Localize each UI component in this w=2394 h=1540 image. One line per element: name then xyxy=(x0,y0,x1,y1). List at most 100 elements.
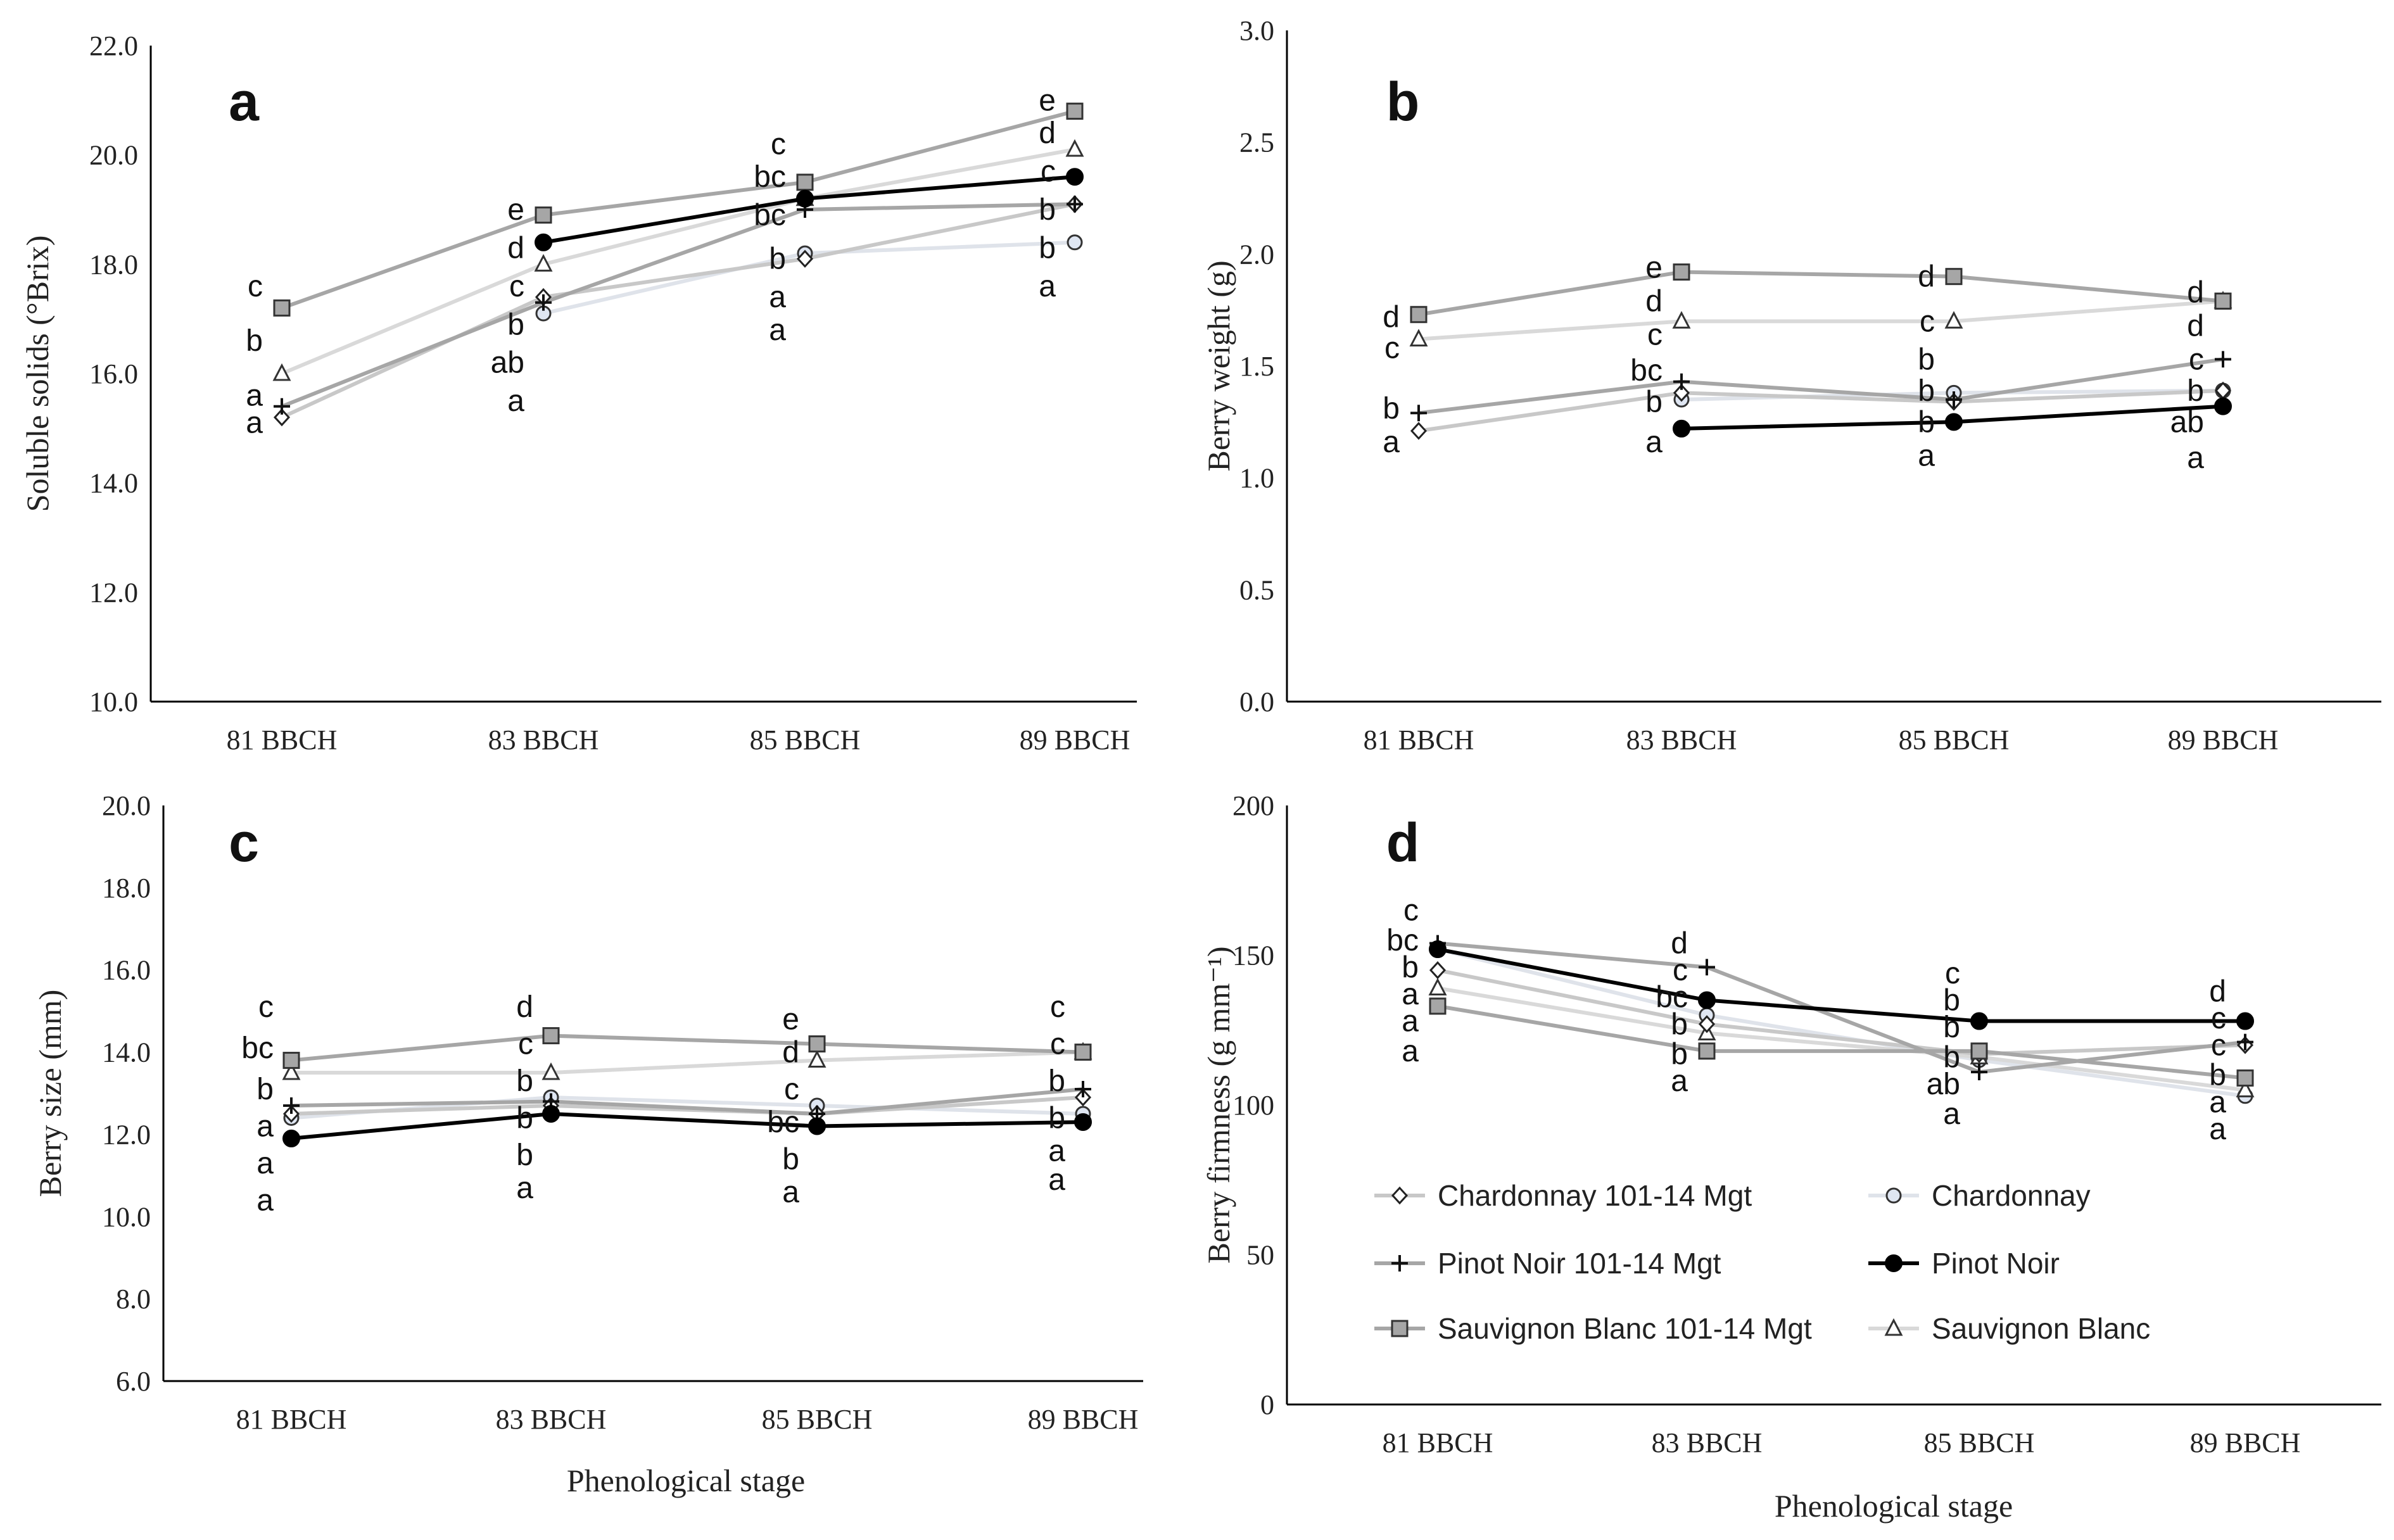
x-tick-label: 81 BBCH xyxy=(236,1404,347,1435)
data-point-pn xyxy=(535,233,552,251)
data-point-pn_mgt xyxy=(2215,351,2231,368)
panel-letter: d xyxy=(1386,812,1420,873)
significance-letter: ab xyxy=(491,346,524,380)
significance-letter: b xyxy=(1048,1101,1065,1135)
significance-letter: a xyxy=(256,1183,274,1217)
significance-letter: e xyxy=(1039,84,1056,117)
significance-letter: a xyxy=(507,384,524,418)
legend-marker-ch xyxy=(1885,1187,1902,1204)
legend: Chardonnay 101-14 Mgt Chardonnay Pinot Noi… xyxy=(1374,1179,2150,1345)
panel-a: 10.0 12.0 14.0 16.0 18.0 20.0 22.0 81 BBCH 83 BB… xyxy=(20,30,1137,755)
y-axis-title: Berry weight (g) xyxy=(1201,260,1236,471)
data-point-ch_mgt xyxy=(1410,422,1428,440)
significance-letter: a xyxy=(246,407,263,440)
significance-letter: a xyxy=(2209,1085,2226,1119)
significance-letter: a xyxy=(1383,426,1400,459)
data-point-sb_mgt xyxy=(542,1027,560,1045)
significance-letter: d xyxy=(2209,975,2226,1008)
data-point-pn xyxy=(1074,1113,1092,1131)
y-tick-label: 1.5 xyxy=(1239,351,1274,382)
significance-letter: a xyxy=(2187,441,2204,475)
significance-letter: b xyxy=(516,1139,533,1172)
y-tick-label: 3.0 xyxy=(1239,15,1274,46)
series-line-pn_mgt xyxy=(1418,357,2224,415)
significance-letter: a xyxy=(1039,270,1056,303)
significance-letter: a xyxy=(769,281,786,314)
significance-letter: c xyxy=(1050,990,1065,1024)
significance-letter: a xyxy=(769,313,786,347)
significance-letter: a xyxy=(246,379,263,413)
legend-marker-pn xyxy=(1885,1254,1903,1272)
significance-letter: d xyxy=(2187,275,2204,309)
data-point-ch xyxy=(1067,234,1083,251)
significance-letter: b xyxy=(1918,374,1935,408)
series-line-ch_mgt xyxy=(1437,968,2246,1056)
x-tick-label: 81 BBCH xyxy=(1364,724,1474,755)
data-point-pn_mgt xyxy=(2237,1033,2253,1051)
series-line-pn_mgt xyxy=(281,202,1075,408)
significance-letter: a xyxy=(1402,978,1419,1011)
x-tick-label: 89 BBCH xyxy=(1028,1404,1139,1435)
y-tick-label: 12.0 xyxy=(102,1119,151,1150)
data-point-sb_mgt xyxy=(808,1035,826,1053)
y-tick-label: 150 xyxy=(1232,940,1274,971)
x-tick-label: 85 BBCH xyxy=(750,724,861,755)
y-tick-label: 6.0 xyxy=(116,1366,151,1397)
y-tick-label: 12.0 xyxy=(89,577,138,608)
y-tick-label: 0 xyxy=(1260,1389,1274,1420)
y-tick-label: 200 xyxy=(1232,790,1274,821)
y-tick-label: 8.0 xyxy=(116,1284,151,1315)
data-point-sb xyxy=(1944,311,1963,329)
significance-letter: a xyxy=(2209,1113,2226,1146)
legend-label: Chardonnay xyxy=(1932,1179,2091,1212)
significance-letter: a xyxy=(256,1147,274,1180)
significance-letter: e xyxy=(507,193,524,227)
significance-letter: c xyxy=(784,1073,799,1106)
y-tick-label: 14.0 xyxy=(89,468,138,499)
y-tick-label: 0.0 xyxy=(1239,686,1274,717)
data-point-sb_mgt xyxy=(282,1052,300,1070)
significance-letter: b xyxy=(1039,231,1056,265)
data-point-pn xyxy=(542,1104,560,1123)
data-point-sb xyxy=(1409,329,1428,347)
x-axis-title: Phenological stage xyxy=(567,1463,805,1498)
data-point-pn xyxy=(1945,413,1963,431)
panel-letter: b xyxy=(1386,72,1420,132)
legend-marker-pn_mgt xyxy=(1391,1255,1408,1272)
data-point-sb xyxy=(534,254,553,272)
significance-letter: ab xyxy=(1927,1068,1960,1101)
x-tick-label: 83 BBCH xyxy=(488,724,599,755)
significance-letter: c xyxy=(1050,1028,1065,1061)
significance-letter: d xyxy=(516,990,533,1024)
significance-letter: a xyxy=(516,1171,533,1205)
data-point-sb_mgt xyxy=(1074,1044,1092,1061)
data-point-pn_mgt xyxy=(274,398,290,415)
y-tick-label: 20.0 xyxy=(102,790,151,821)
series-line-pn_mgt xyxy=(291,1087,1084,1116)
series-line-ch_mgt xyxy=(281,202,1075,419)
series-line-pn xyxy=(291,1111,1084,1140)
series-line-sb xyxy=(291,1050,1084,1075)
significance-letter: d xyxy=(782,1036,799,1070)
significance-letter: b xyxy=(1943,1011,1960,1044)
legend-item-pn: Pinot Noir xyxy=(1868,1247,2060,1280)
data-point-ch_mgt xyxy=(1429,961,1447,980)
significance-letter: b xyxy=(1943,1040,1960,1074)
significance-letter: b xyxy=(246,324,263,358)
y-tick-label: 18.0 xyxy=(89,249,138,280)
y-tick-label: 16.0 xyxy=(102,955,151,986)
x-tick-label: 89 BBCH xyxy=(1020,724,1130,755)
x-axis-title: Phenological stage xyxy=(1775,1488,2013,1524)
data-point-pn_mgt xyxy=(1410,405,1427,422)
series-line-sb xyxy=(281,148,1075,376)
x-tick-label: 81 BBCH xyxy=(227,724,338,755)
significance-letter: b xyxy=(1671,1007,1688,1041)
legend-label: Sauvignon Blanc xyxy=(1932,1312,2150,1345)
data-point-sb_mgt xyxy=(796,174,814,191)
panel-letter: c xyxy=(229,812,259,873)
data-point-pn xyxy=(1066,168,1084,186)
legend-marker-ch_mgt xyxy=(1391,1186,1409,1205)
significance-letter: bc xyxy=(1630,354,1662,388)
significance-letter: b xyxy=(1383,392,1400,426)
